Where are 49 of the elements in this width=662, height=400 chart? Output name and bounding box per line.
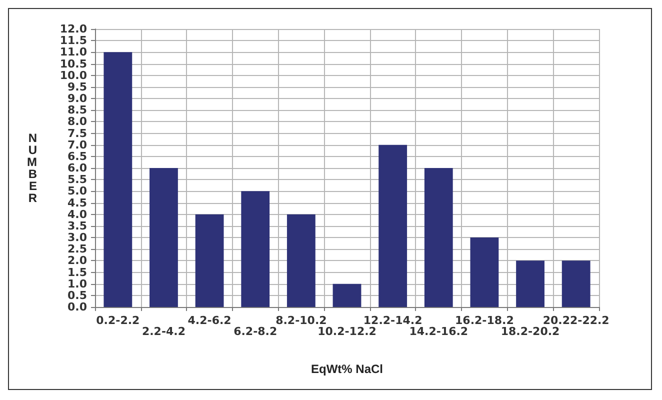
y-tick-label: 11.0 (60, 46, 88, 59)
y-tick-label: 3.0 (68, 231, 88, 244)
y-tick-label: 1.5 (68, 266, 87, 279)
x-tick-label: 2.2-4.2 (142, 325, 186, 338)
x-tick-label: 10.2-12.2 (318, 325, 376, 338)
bar (150, 168, 178, 307)
y-tick-label: 8.5 (68, 104, 87, 117)
y-tick-label: 4.0 (68, 208, 88, 221)
y-tick-label: 5.0 (68, 184, 88, 198)
bar (562, 260, 590, 307)
x-tick-label: 0.2-2.2 (96, 314, 140, 327)
y-axis-title: NUMBER (27, 131, 38, 205)
y-tick-label: 2.5 (68, 242, 87, 256)
bar (424, 168, 453, 307)
x-tick-label: 14.2-16.2 (409, 325, 468, 338)
y-tick-label: 6.5 (68, 150, 87, 163)
y-tick-label: 9.5 (68, 80, 87, 94)
y-tick-label: 2.0 (68, 254, 88, 268)
bar (195, 214, 224, 307)
y-tick-label: 3.5 (68, 219, 87, 232)
y-tick-label: 0.0 (68, 300, 88, 314)
y-tick-label: 1.0 (68, 277, 88, 290)
y-tick-label: 8.0 (68, 115, 88, 128)
y-tick-label: 10.5 (60, 57, 87, 70)
y-tick-label: 7.0 (68, 138, 88, 152)
bar (378, 144, 408, 307)
x-tick-label: 4.2-6.2 (188, 314, 232, 327)
x-tick-label: 12.2-14.2 (363, 314, 422, 327)
y-tick-label: 11.5 (60, 34, 87, 48)
x-axis-title: EqWt% NaCl (311, 362, 383, 376)
y-tick-label: 7.5 (68, 126, 87, 140)
y-tick-label: 6.0 (68, 162, 88, 174)
y-tick-label: 9.0 (68, 92, 88, 105)
x-tick-label: 8.2-10.2 (276, 314, 327, 327)
y-tick-label: 0.5 (68, 288, 87, 302)
x-tick-label: 18.2-20.2 (500, 325, 560, 338)
bar (516, 260, 544, 307)
bar (470, 238, 499, 307)
bar (241, 191, 270, 307)
x-tick-label: 6.2-8.2 (234, 325, 278, 338)
y-tick-label: 4.5 (68, 196, 87, 210)
y-tick-label: 12.0 (60, 22, 88, 36)
x-tick-label: 16.2-18.2 (455, 314, 514, 327)
bar (286, 214, 316, 307)
bar (332, 284, 362, 307)
bar (104, 52, 132, 307)
y-tick-label: 5.5 (68, 173, 87, 186)
y-tick-label: 10.0 (60, 68, 88, 82)
x-tick-label: 20.22-22.2 (542, 314, 610, 327)
